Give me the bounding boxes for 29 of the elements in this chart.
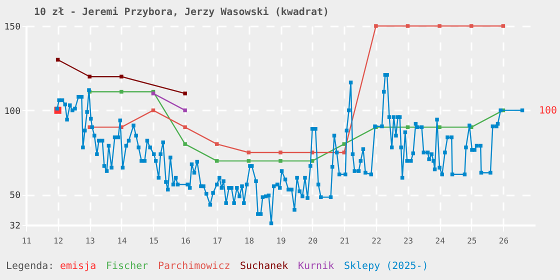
x-tick-label: 15 — [148, 236, 159, 246]
x-tick-label: 21 — [340, 236, 350, 246]
y-tick-label: 150 — [4, 22, 20, 32]
x-tick-label: 16 — [180, 236, 191, 246]
text: Parchimowicz — [158, 261, 230, 272]
x-tick-label: 12 — [53, 236, 64, 246]
x-tick-label: 23 — [403, 236, 414, 246]
text: Sklepy (2025-) — [344, 261, 428, 272]
x-tick-label: 22 — [372, 236, 382, 246]
text: Kurnik — [298, 261, 334, 272]
text: Suchanek — [240, 261, 288, 272]
x-tick-label: 20 — [308, 236, 318, 246]
y-tick-label: 100 — [4, 106, 20, 117]
x-tick-label: 11 — [22, 236, 32, 246]
chart-title: 10 zł - Jeremi Przybora, Jerzy Wasowski (kwadrat) — [34, 6, 330, 18]
legend-title: Legenda: — [6, 261, 54, 272]
x-tick-label: 13 — [85, 236, 96, 246]
x-tick-label: 14 — [117, 236, 127, 246]
x-tick-label: 18 — [244, 236, 254, 246]
x-tick-label: 17 — [212, 236, 222, 246]
y-tick-label: 50 — [10, 191, 20, 202]
x-tick-label: 26 — [498, 236, 509, 246]
x-tick-label: 25 — [467, 236, 477, 246]
text: Fischer — [106, 261, 148, 272]
x-tick-label: 24 — [435, 236, 446, 246]
x-tick-label: 19 — [276, 236, 286, 246]
text: 100 — [539, 105, 558, 116]
y-tick-label: 32 — [10, 222, 20, 232]
text: emisja — [60, 261, 96, 272]
